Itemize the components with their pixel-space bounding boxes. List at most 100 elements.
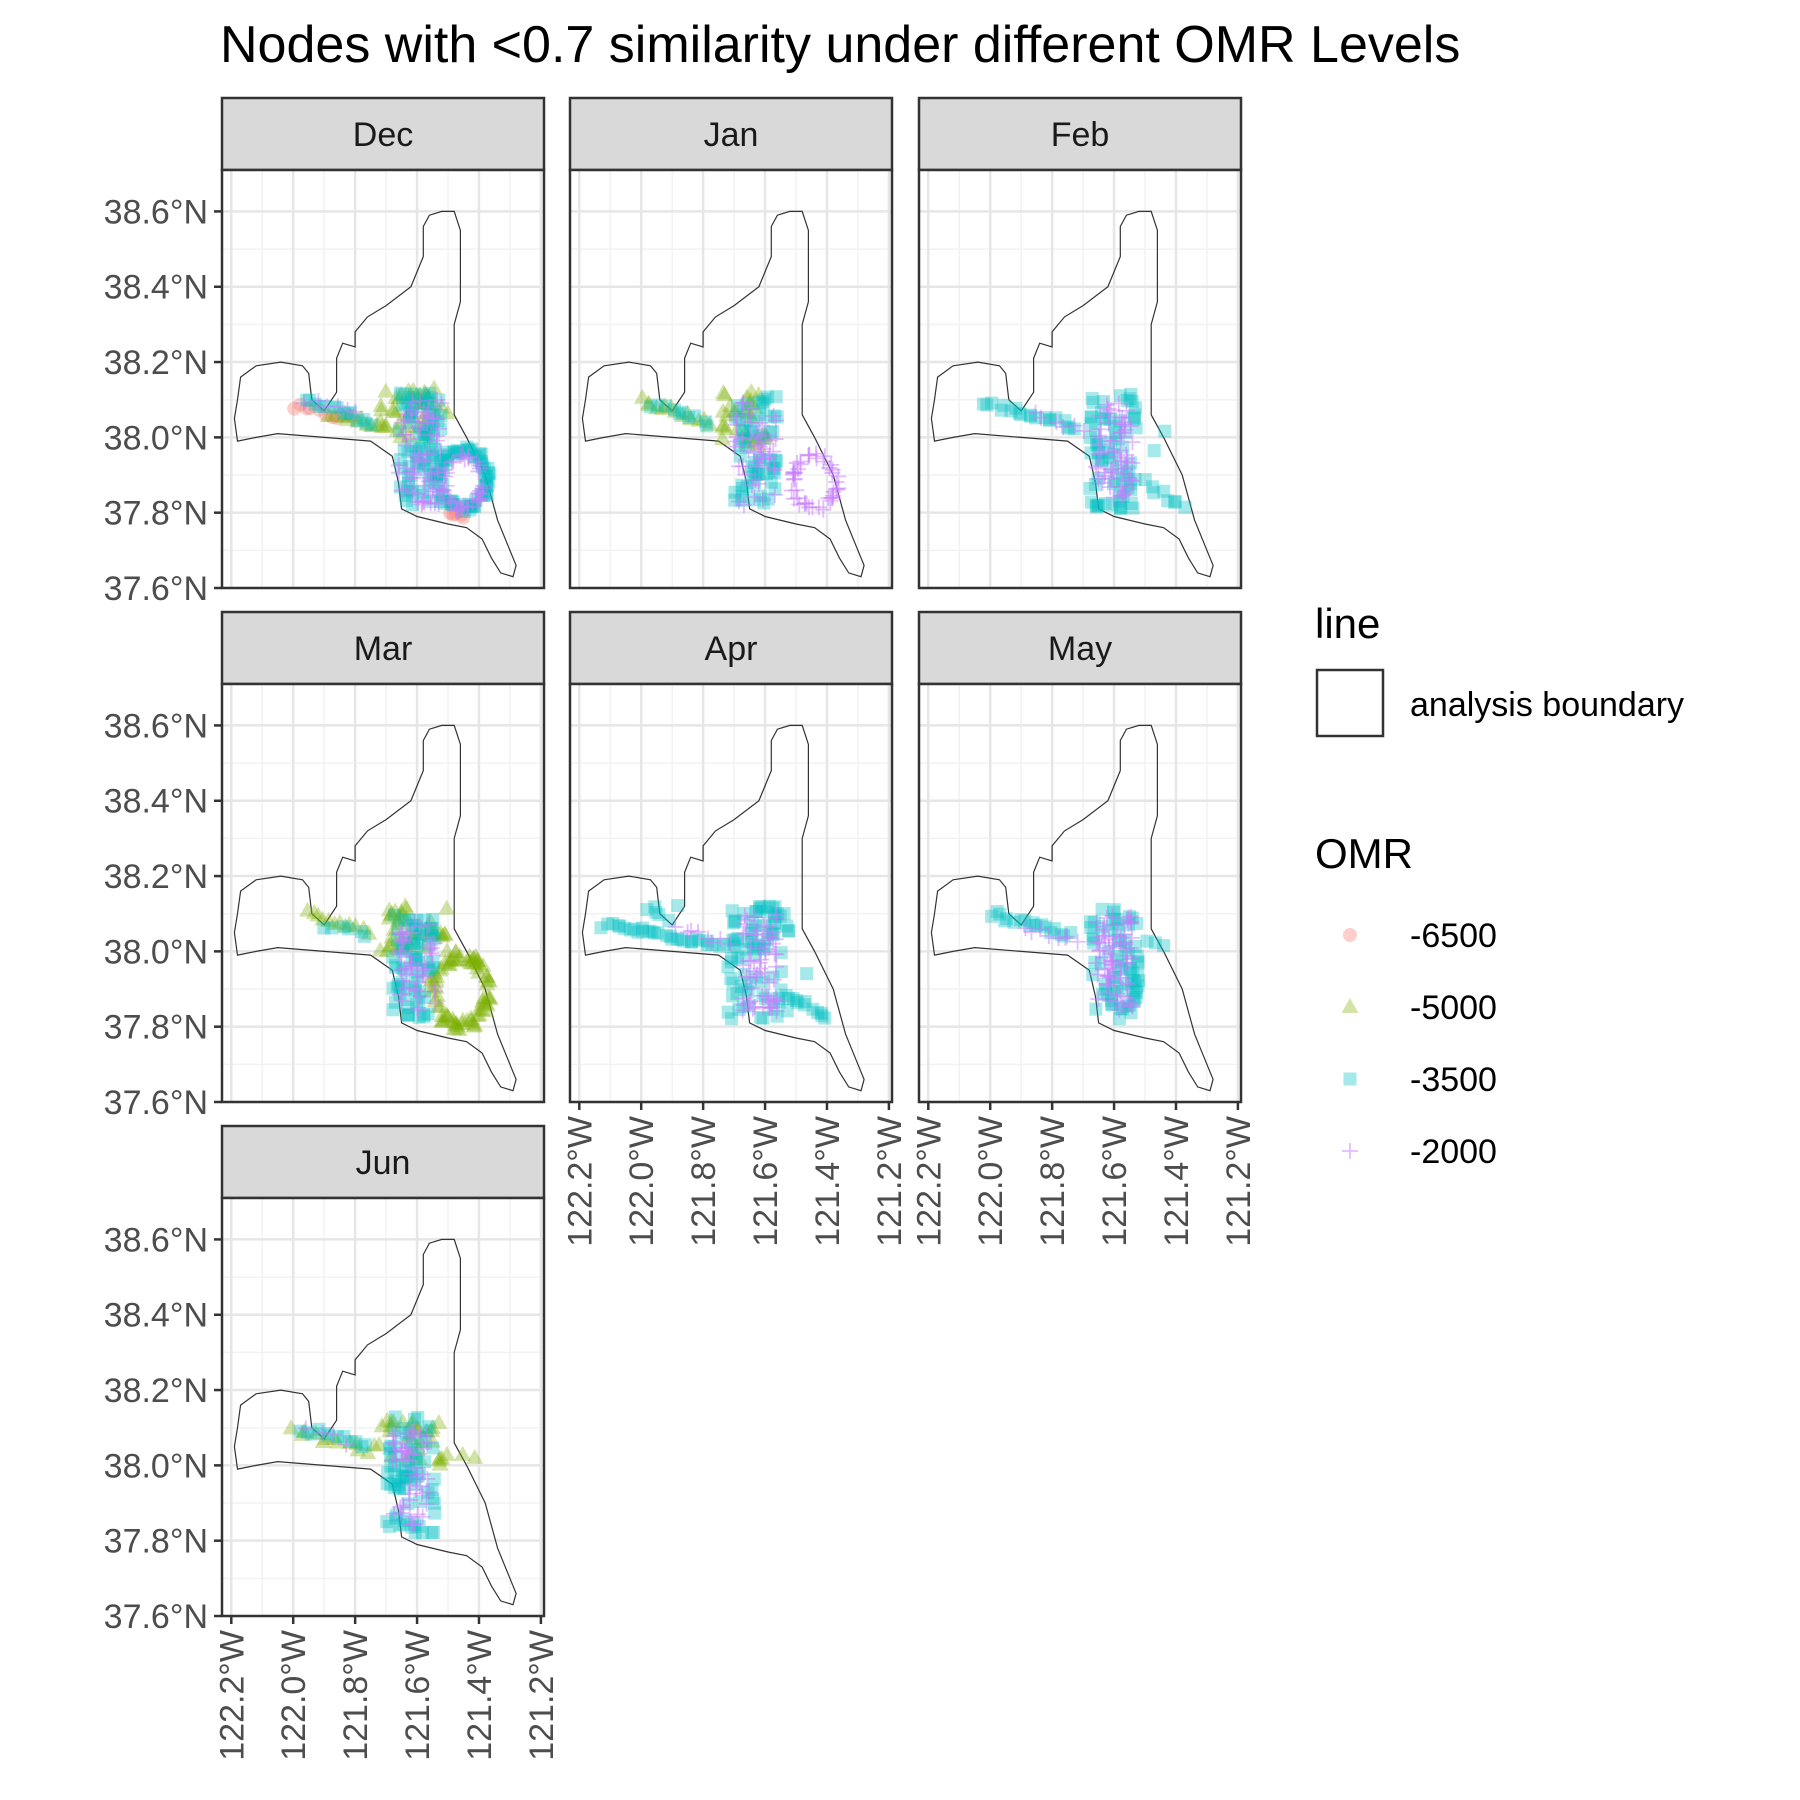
data-point (782, 992, 796, 1006)
data-point (736, 424, 754, 440)
data-point (431, 420, 448, 437)
data-point (1122, 996, 1139, 1013)
data-point (1101, 969, 1118, 986)
data-point (777, 907, 791, 921)
y-tick-label: 38.2°N (104, 344, 208, 382)
data-point (432, 959, 450, 975)
data-point (1100, 414, 1117, 431)
data-point (1007, 915, 1021, 929)
data-point (438, 1445, 456, 1461)
data-point (627, 922, 641, 936)
data-point (824, 464, 841, 481)
data-point (727, 407, 744, 424)
data-point (818, 1011, 832, 1025)
data-point (331, 913, 349, 929)
data-point (404, 381, 422, 397)
data-point (448, 1014, 466, 1030)
data-point (1099, 967, 1116, 984)
panel-feb: Feb (917, 96, 1243, 590)
data-point (469, 491, 486, 508)
data-point (667, 919, 684, 936)
x-tick-label: 121.8°W (337, 1630, 375, 1761)
data-point (692, 933, 706, 947)
data-point (1120, 470, 1137, 487)
data-point (299, 901, 317, 917)
data-point (736, 402, 754, 418)
data-point (362, 417, 380, 433)
data-point (402, 470, 419, 487)
data-point (754, 417, 771, 434)
data-point (1075, 422, 1092, 439)
data-point (758, 392, 772, 406)
data-point (1040, 927, 1057, 944)
data-point (755, 900, 769, 914)
data-point (748, 426, 765, 443)
data-point (703, 934, 720, 951)
data-point (758, 919, 775, 936)
data-point (438, 1007, 456, 1023)
data-point (309, 906, 327, 922)
data-point (761, 447, 778, 464)
data-point (432, 443, 449, 460)
data-point (471, 482, 488, 499)
analysis-boundary (233, 1238, 517, 1606)
data-point (756, 964, 773, 981)
data-point (1113, 501, 1127, 515)
data-point (348, 1435, 366, 1451)
data-point (1122, 418, 1139, 435)
data-point (648, 900, 662, 914)
data-point (359, 416, 373, 430)
series-omr-2000 (391, 913, 444, 1019)
data-point (652, 908, 666, 922)
data-point (478, 975, 496, 991)
data-point (1112, 424, 1129, 441)
data-point (438, 465, 455, 482)
x-tick-label: 121.6°W (399, 1630, 437, 1761)
data-point (446, 1015, 464, 1031)
data-point (1138, 473, 1152, 487)
data-point (746, 908, 763, 925)
analysis-boundary (930, 724, 1214, 1092)
data-point (428, 1506, 442, 1520)
data-point (334, 408, 352, 424)
data-point (396, 1517, 410, 1531)
data-point (735, 990, 752, 1007)
data-point (393, 905, 411, 921)
data-point (410, 1002, 427, 1019)
data-point (1088, 955, 1105, 972)
data-point (447, 943, 465, 959)
data-point (636, 924, 650, 938)
data-point (304, 1427, 318, 1441)
legend-omr-item: -3500 (1343, 1061, 1497, 1099)
data-point (766, 486, 783, 503)
data-point (664, 930, 678, 944)
legend-marker (1342, 1143, 1358, 1159)
data-point (422, 421, 436, 435)
data-point (1118, 402, 1135, 419)
x-tick-label: 121.8°W (1034, 1116, 1072, 1247)
legend-omr-item: -6500 (1343, 917, 1497, 955)
data-point (1129, 421, 1143, 435)
data-point (1124, 473, 1141, 490)
data-point (434, 481, 451, 498)
data-point (401, 1492, 418, 1509)
data-point (994, 403, 1008, 417)
data-point (399, 397, 413, 411)
data-point (357, 413, 371, 427)
data-point (1118, 446, 1135, 463)
data-point (736, 916, 753, 933)
data-point (479, 988, 497, 1004)
data-point (478, 967, 496, 983)
data-point (441, 950, 459, 966)
data-point (397, 480, 414, 497)
data-point (463, 954, 481, 970)
data-point (735, 397, 752, 414)
panel-background (570, 170, 892, 588)
data-point (405, 466, 422, 483)
data-point (462, 1011, 480, 1027)
data-point (417, 445, 434, 462)
data-point (407, 485, 424, 502)
facet-strip (917, 96, 1243, 172)
data-point (384, 400, 402, 416)
data-point (642, 924, 656, 938)
